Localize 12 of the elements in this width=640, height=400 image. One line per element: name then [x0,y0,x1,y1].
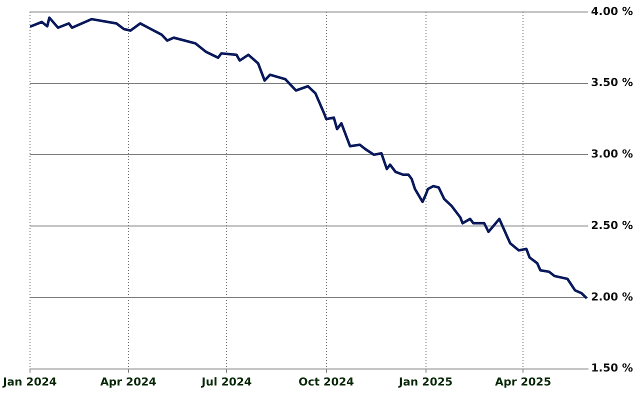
y-tick-label: 1.50 % [591,362,634,375]
y-tick-label: 3.50 % [591,76,634,90]
x-tick-label: Jan 2024 [2,375,58,388]
x-tick-label: Apr 2024 [100,375,157,388]
x-tick-label: Apr 2025 [494,375,552,388]
x-tick-label: Jan 2025 [398,375,453,388]
y-tick-label: 4.00 % [591,4,634,18]
x-tick-label: Jul 2024 [200,375,252,388]
y-tick-label: 2.50 % [591,218,634,232]
x-tick-label: Oct 2024 [298,375,354,388]
y-tick-label: 2.00 % [591,290,634,304]
y-tick-label: 3.00 % [591,148,634,161]
